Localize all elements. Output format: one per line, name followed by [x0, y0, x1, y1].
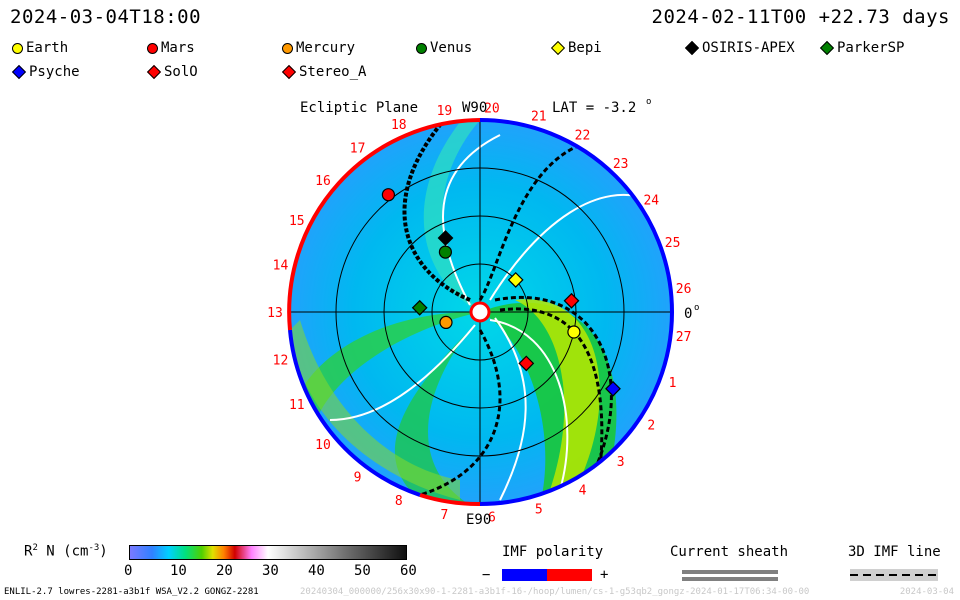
body-marker-psyche	[605, 380, 621, 397]
circle-marker-icon	[416, 42, 427, 54]
legend-item-psyche: Psyche	[11, 64, 80, 80]
sheath-line-2	[682, 577, 778, 581]
colorbar-tick: 50	[354, 563, 371, 579]
lat-degree: o	[646, 97, 651, 107]
right-angle: 0	[684, 306, 692, 322]
sector-number: 11	[289, 398, 305, 413]
sector-number: 26	[676, 282, 692, 297]
legend-item-earth: Earth	[12, 40, 68, 56]
colorbar	[129, 545, 407, 560]
sector-number: 2	[647, 419, 655, 434]
body-marker-parkersp	[411, 299, 428, 316]
colorbar-tick: 20	[216, 563, 233, 579]
legend-item-stereo-a: Stereo_A	[281, 64, 367, 80]
sector-number: 22	[575, 129, 591, 144]
legend-label: Mercury	[296, 40, 356, 56]
circle-marker-icon	[12, 42, 23, 54]
sector-number: 1	[669, 376, 677, 391]
bottom-label: E90	[466, 512, 491, 528]
sector-number: 16	[315, 174, 331, 189]
model-time: 2024-02-11T00 +22.73 days	[651, 6, 950, 28]
legend-item-bepi: Bepi	[550, 40, 602, 56]
colorbar-label: R2 N (cm-3)	[24, 543, 108, 560]
legend-label: Psyche	[29, 64, 80, 80]
legend-label: Venus	[430, 40, 473, 56]
sector-number: 3	[617, 455, 625, 470]
current-sheath-title: Current sheath	[670, 544, 789, 560]
body-marker-stereo-a	[563, 292, 580, 309]
run-time: 2024-03-04T18:00	[10, 6, 202, 28]
sector-number: 18	[391, 118, 407, 133]
legend-label: Bepi	[568, 40, 602, 56]
circle-marker-icon	[282, 42, 293, 54]
body-marker-bepi	[507, 271, 524, 288]
colorbar-tick: 0	[124, 563, 133, 579]
sector-number: 21	[531, 110, 547, 125]
footer-center: 20240304_000000/256x30x90-1-2281-a3b1f-1…	[300, 587, 810, 597]
sector-number: 20	[484, 101, 500, 116]
sector-number: 24	[643, 193, 659, 208]
legend-item-osiris-apex: OSIRIS-APEX	[684, 40, 795, 56]
sector-number: 9	[354, 470, 362, 485]
sector-number: 13	[267, 306, 283, 321]
imf-3d-dash	[850, 574, 938, 576]
imf-minus: −	[482, 567, 491, 583]
positive-polarity-swatch	[547, 569, 592, 581]
colorbar-tick: 30	[262, 563, 279, 579]
footer-left: ENLIL-2.7 lowres-2281-a3b1f WSA_V2.2 GON…	[4, 587, 259, 597]
sector-number: 27	[676, 330, 692, 345]
sector-number: 15	[289, 214, 305, 229]
legend-label: OSIRIS-APEX	[702, 40, 795, 56]
sector-number: 12	[273, 353, 289, 368]
lat-label: LAT = -3.2	[552, 100, 636, 116]
negative-polarity-swatch	[502, 569, 547, 581]
footer-right: 2024-03-04	[899, 587, 954, 597]
sector-number: 8	[395, 494, 403, 509]
circle-marker-icon	[147, 42, 158, 54]
sector-number: 4	[579, 484, 587, 499]
body-marker-mercury	[439, 315, 453, 329]
body-markers	[381, 188, 621, 397]
body-marker-mars	[381, 188, 395, 202]
sector-number: 19	[437, 104, 453, 119]
sector-number: 17	[350, 142, 366, 157]
sheath-line-1	[682, 570, 778, 574]
colorbar-tick: 40	[308, 563, 325, 579]
sun-icon	[469, 301, 491, 323]
colorbar-tick: 10	[170, 563, 187, 579]
body-marker-venus	[438, 245, 452, 259]
sector-number: 5	[535, 502, 543, 517]
sector-number: 23	[613, 157, 629, 172]
legend-item-solo: SolO	[146, 64, 198, 80]
top-label: W90	[462, 100, 487, 116]
imf-plus: +	[600, 567, 609, 583]
sector-number: 6	[488, 511, 496, 526]
legend-label: SolO	[164, 64, 198, 80]
legend-label: Earth	[26, 40, 69, 56]
sector-number: 14	[273, 259, 289, 274]
right-angle-degree: o	[694, 303, 699, 313]
body-marker-solo	[518, 355, 535, 372]
legend-item-mars: Mars	[147, 40, 195, 56]
imf-polarity-title: IMF polarity	[502, 544, 604, 560]
legend-label: ParkerSP	[837, 40, 905, 56]
legend-item-mercury: Mercury	[282, 40, 355, 56]
legend-item-venus: Venus	[416, 40, 472, 56]
legend-label: Stereo_A	[299, 64, 367, 80]
sector-number: 7	[440, 508, 448, 523]
sector-number: 10	[315, 438, 331, 453]
legend-label: Mars	[161, 40, 195, 56]
sector-numbers: 19 20212223242526271234567891011121314151…	[267, 101, 691, 525]
colorbar-tick: 60	[400, 563, 417, 579]
imf-3d-title: 3D IMF line	[848, 544, 941, 560]
body-marker-osiris-apex	[437, 230, 454, 246]
body-marker-earth	[567, 325, 581, 339]
plot-title: Ecliptic Plane	[300, 100, 418, 116]
sector-number: 25	[665, 236, 681, 251]
legend-item-parkersp: ParkerSP	[819, 40, 905, 56]
